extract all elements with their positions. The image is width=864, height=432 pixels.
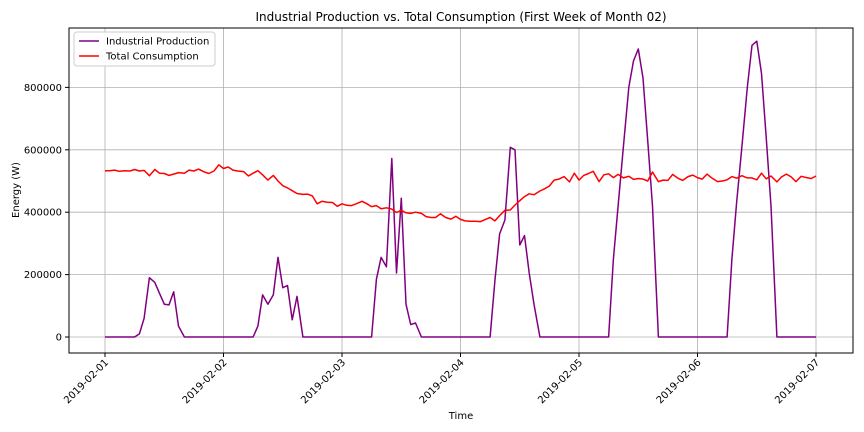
y-axis: 0 200000 400000 600000 800000 [24,83,69,344]
y-axis-label: Energy (W) [11,162,22,218]
legend-label-industrial-production: Industrial Production [106,37,209,48]
plot-frame [68,27,854,354]
legend-label-total-consumption: Total Consumption [105,52,199,63]
x-tick-label: 2019-02-06 [655,357,704,406]
series-line-industrial-production [105,40,816,338]
x-axis: 2019-02-01 2019-02-02 2019-02-03 2019-02-04… [62,353,822,406]
legend: Industrial Production Total Consumption [73,31,216,67]
grid [69,28,853,353]
chart-title: Industrial Production vs. Total Consumpt… [255,10,666,24]
x-tick-label: 2019-02-01 [62,357,111,406]
x-axis-label: Time [448,411,473,422]
x-tick-label: 2019-02-05 [536,357,585,406]
x-tick-label: 2019-02-02 [181,357,230,406]
series-lines [105,40,817,338]
legend-box [73,31,216,67]
x-tick-label: 2019-02-07 [773,357,822,406]
x-tick-label: 2019-02-04 [418,357,467,406]
y-tick-label: 0 [56,333,62,344]
y-tick-label: 800000 [24,83,62,94]
series-line-total-consumption [105,164,817,223]
y-tick-label: 200000 [24,270,62,281]
y-tick-label: 400000 [24,208,62,219]
y-tick-label: 600000 [24,145,62,156]
x-tick-label: 2019-02-03 [299,357,348,406]
